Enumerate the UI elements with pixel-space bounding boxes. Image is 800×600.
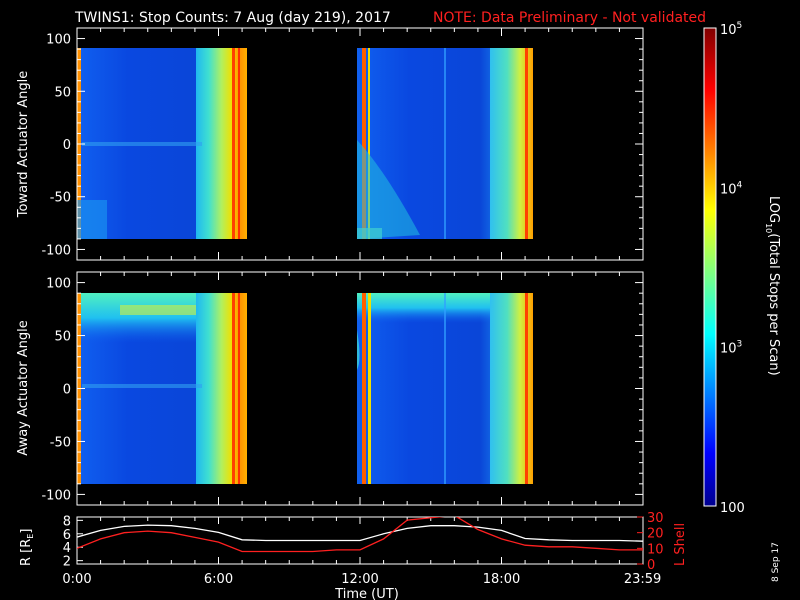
orbit-left-ylabel: R [RE] bbox=[19, 529, 35, 566]
toward-ylabel: Toward Actuator Angle bbox=[16, 71, 31, 218]
x-tick-label: 12:00 bbox=[341, 572, 378, 587]
y-tick-label: 0 bbox=[63, 383, 71, 398]
y-tick-label: -50 bbox=[50, 435, 71, 450]
date-stamp: 8 Sep 17 bbox=[771, 542, 781, 582]
y-tick-label: 50 bbox=[54, 330, 71, 345]
colorbar-tick-label: 100 bbox=[720, 501, 745, 516]
orbit-right-tick-label: 20 bbox=[647, 527, 664, 542]
away-ylabel: Away Actuator Angle bbox=[16, 320, 31, 455]
y-tick-label: 100 bbox=[46, 277, 71, 292]
x-tick-label: 0:00 bbox=[62, 572, 91, 587]
orbit-left-tick-label: 8 bbox=[63, 514, 71, 529]
x-axis-label: Time (UT) bbox=[334, 587, 399, 600]
x-tick-label: 23:59 bbox=[624, 572, 661, 587]
preliminary-note: NOTE: Data Preliminary - Not validated bbox=[433, 10, 706, 26]
orbit-right-tick-label: 30 bbox=[647, 511, 664, 526]
x-tick-label: 6:00 bbox=[204, 572, 233, 587]
y-tick-label: -100 bbox=[41, 488, 71, 503]
y-tick-label: -50 bbox=[50, 191, 71, 206]
colorbar-tick-label: 105 bbox=[720, 21, 742, 38]
orbit-left-tick-label: 2 bbox=[63, 555, 71, 570]
r-series-line bbox=[77, 524, 643, 542]
colorbar-tick-label: 104 bbox=[720, 180, 743, 197]
y-tick-label: 100 bbox=[46, 33, 71, 48]
y-tick-label: -100 bbox=[41, 243, 71, 258]
orbit-left-tick-label: 6 bbox=[63, 528, 71, 543]
colorbar-label: LOG10(Total Stops per Scan) bbox=[764, 196, 781, 376]
x-tick-label: 18:00 bbox=[483, 572, 520, 587]
lshell-series-line bbox=[77, 517, 643, 553]
y-tick-label: 0 bbox=[63, 138, 71, 153]
toward-heatmap bbox=[77, 48, 533, 239]
orbit-right-tick-label: 10 bbox=[647, 542, 664, 557]
colorbar bbox=[703, 27, 717, 507]
orbit-left-tick-label: 4 bbox=[63, 541, 71, 556]
orbit-right-tick-label: 0 bbox=[647, 558, 655, 573]
chart-title: TWINS1: Stop Counts: 7 Aug (day 219), 20… bbox=[74, 10, 391, 26]
away-heatmap bbox=[77, 293, 533, 484]
axes-layer: 100500-50-100100500-50-100864230201000:0… bbox=[41, 21, 744, 587]
orbit-right-ylabel: L Shell bbox=[673, 523, 688, 566]
colorbar-tick-label: 103 bbox=[720, 340, 742, 357]
y-tick-label: 50 bbox=[54, 85, 71, 100]
